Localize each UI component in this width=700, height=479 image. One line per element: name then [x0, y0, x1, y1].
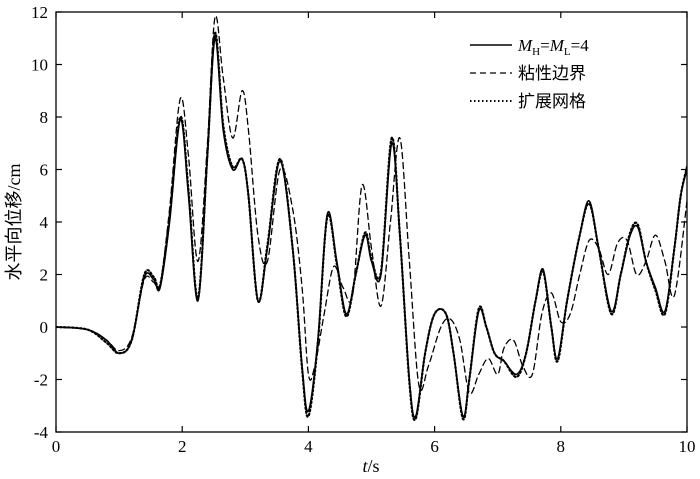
y-tick-label: 8	[40, 108, 49, 127]
x-axis-title: t/s	[362, 456, 379, 476]
y-tick-label: 4	[40, 213, 49, 232]
x-tick-label: 10	[679, 437, 696, 456]
series-layer	[56, 15, 687, 422]
legend-label-viscous-boundary: 粘性边界	[518, 64, 586, 83]
legend: MH=ML=4 粘性边界 扩展网格	[470, 36, 589, 111]
x-tick-label: 8	[557, 437, 566, 456]
x-tick-label: 4	[304, 437, 313, 456]
y-tick-label: 10	[31, 56, 48, 75]
series-line-solid	[56, 37, 687, 418]
y-tick-label: 2	[40, 266, 49, 285]
x-tick-label: 6	[430, 437, 439, 456]
x-tick-label: 2	[178, 437, 187, 456]
tick-labels-layer: 0 2 4 6 8 10 -4 -2 0 2 4 6 8 10 12	[31, 3, 696, 456]
legend-label-extended-mesh: 扩展网格	[518, 92, 586, 111]
legend-label-mh-ml: MH=ML=4	[517, 36, 589, 58]
y-axis-title: 水平向位移/cm	[4, 164, 24, 281]
y-tick-label: 6	[40, 161, 49, 180]
ticks-layer	[55, 11, 688, 433]
x-tick-label: 0	[52, 437, 61, 456]
y-tick-label: -2	[34, 371, 48, 390]
plot-frame	[55, 11, 688, 433]
y-tick-label: 0	[40, 318, 49, 337]
series-line-dotted	[56, 31, 687, 422]
y-tick-label: 12	[31, 3, 48, 22]
y-tick-label: -4	[34, 423, 49, 442]
series-line-dashed	[56, 15, 687, 395]
